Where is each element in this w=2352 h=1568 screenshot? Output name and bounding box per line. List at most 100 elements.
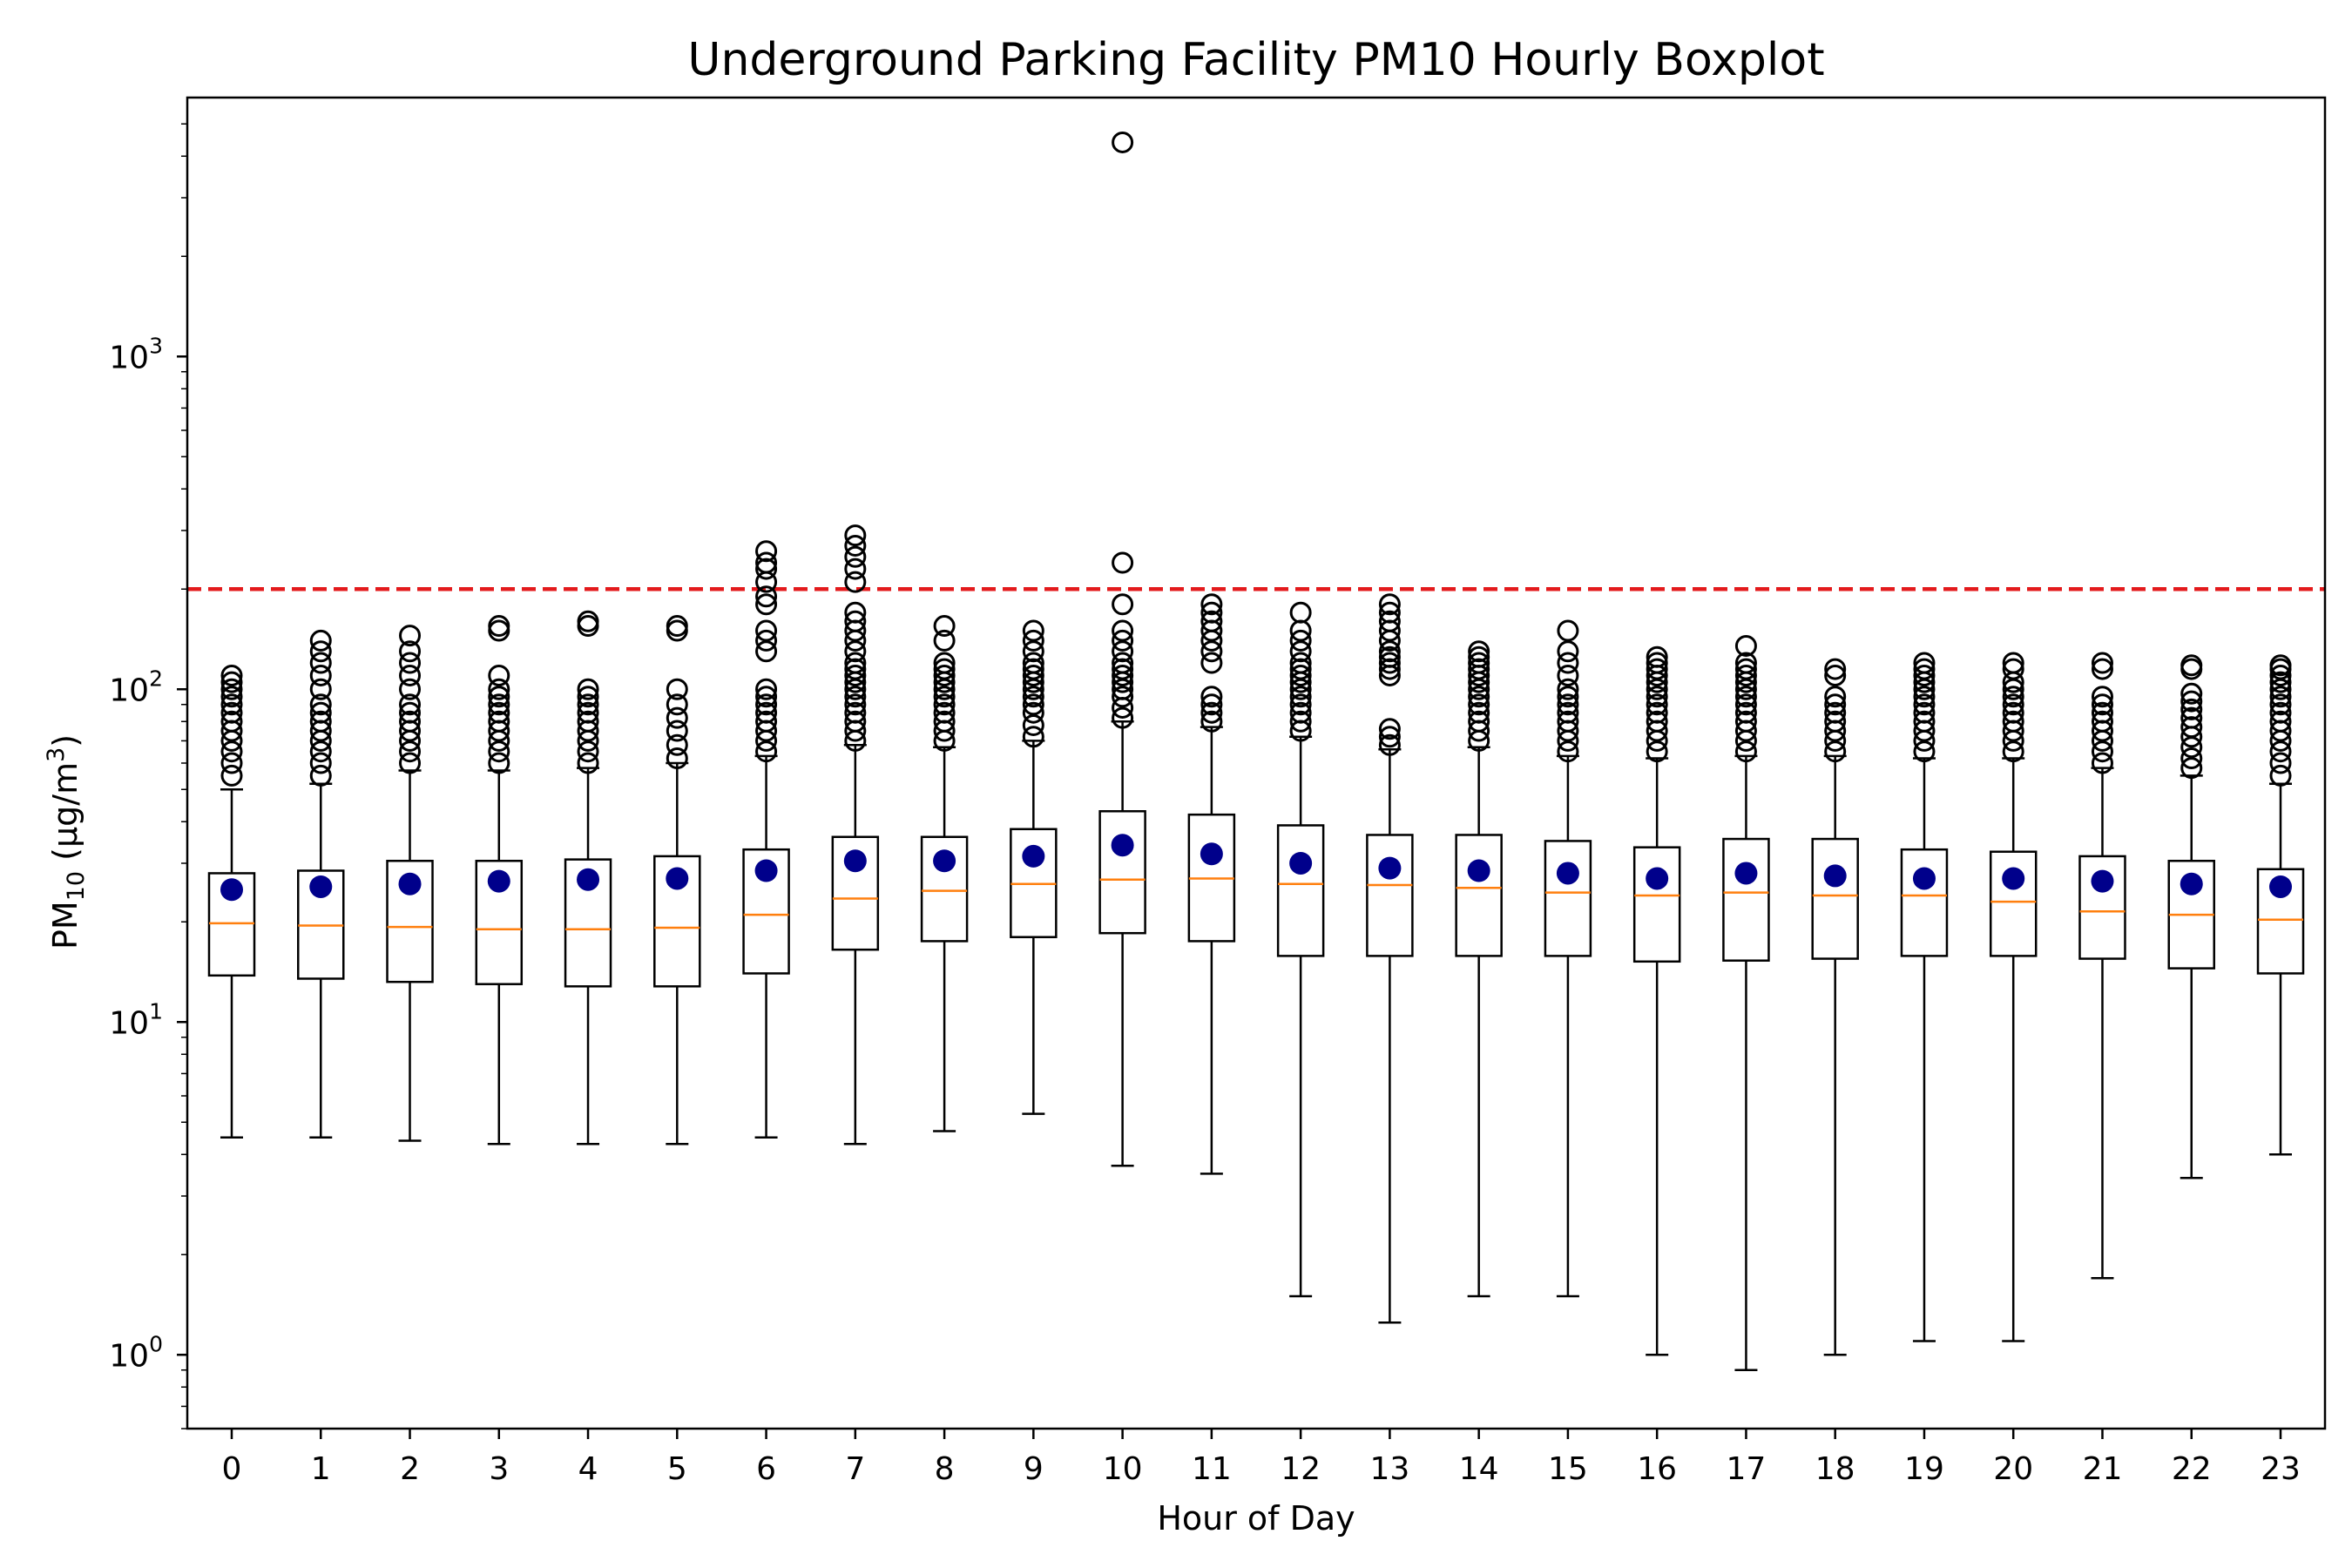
outlier-point — [399, 693, 422, 716]
x-tick-label: 19 — [1904, 1451, 1944, 1487]
box-iqr — [1455, 834, 1503, 957]
outlier-point — [1646, 658, 1668, 680]
outlier-point — [1022, 629, 1044, 652]
outlier-point — [1200, 601, 1223, 624]
outlier-point — [1557, 693, 1579, 716]
outlier-point — [1557, 652, 1579, 674]
outlier-point — [1378, 640, 1401, 663]
outlier-point — [1378, 593, 1401, 616]
outlier-point — [1646, 710, 1668, 733]
outlier-point — [1646, 686, 1668, 708]
outlier-point — [2180, 716, 2203, 739]
outlier-point — [844, 640, 867, 663]
outlier-point — [844, 701, 867, 724]
outlier-point — [220, 710, 243, 733]
outlier-point — [2091, 693, 2113, 716]
mean-marker — [843, 849, 867, 873]
outlier-point — [1378, 645, 1401, 668]
outlier-point — [666, 747, 688, 770]
outlier-point — [1378, 733, 1401, 756]
outlier-point — [1734, 652, 1757, 674]
x-tick-label: 11 — [1192, 1451, 1232, 1487]
y-axis-label-base: PM — [46, 901, 84, 950]
outlier-point — [755, 740, 778, 763]
outlier-point — [755, 701, 778, 724]
mean-marker — [1467, 859, 1490, 882]
outlier-point — [1646, 701, 1668, 724]
outlier-point — [1468, 645, 1490, 668]
outlier-point — [1378, 610, 1401, 632]
x-tick-label: 14 — [1459, 1451, 1499, 1487]
box-iqr — [1900, 848, 1949, 957]
outlier-point — [1378, 652, 1401, 674]
y-tick-label-exponent: 2 — [149, 666, 163, 691]
outlier-point — [577, 701, 599, 724]
outlier-point — [220, 693, 243, 716]
outlier-point — [488, 678, 510, 700]
outlier-point — [309, 740, 332, 763]
outlier-point — [577, 686, 599, 708]
outlier-point — [933, 664, 956, 686]
outlier-point — [2180, 706, 2203, 729]
outlier-point — [1646, 740, 1668, 763]
outlier-point — [1289, 601, 1312, 624]
outlier-point — [220, 671, 243, 693]
x-tick-label: 3 — [489, 1451, 509, 1487]
y-tick-label: 103 — [109, 333, 163, 375]
box-iqr — [1276, 824, 1325, 957]
outlier-point — [2180, 757, 2203, 780]
y-axis-label-close: ) — [46, 734, 84, 747]
outlier-point — [220, 678, 243, 700]
outlier-point — [1022, 658, 1044, 680]
outlier-point — [1824, 701, 1847, 724]
outlier-point — [1913, 693, 1936, 716]
outlier-point — [1022, 693, 1044, 716]
outlier-point — [577, 740, 599, 763]
box-iqr — [1366, 834, 1414, 957]
outlier-point — [1646, 693, 1668, 716]
outlier-point — [2269, 701, 2292, 724]
outlier-point — [2269, 664, 2292, 686]
y-tick-label-base: 10 — [109, 340, 149, 375]
outlier-point — [1112, 619, 1134, 642]
outlier-point — [844, 652, 867, 674]
outlier-point — [1913, 652, 1936, 674]
outlier-point — [1734, 686, 1757, 708]
mean-marker — [1912, 867, 1936, 890]
outlier-point — [1824, 710, 1847, 733]
outlier-point — [1112, 658, 1134, 680]
outlier-point — [2180, 698, 2203, 720]
outlier-point — [755, 558, 778, 580]
outlier-point — [1378, 718, 1401, 740]
outlier-point — [577, 693, 599, 716]
outlier-point — [844, 686, 867, 708]
outlier-point — [1468, 686, 1490, 708]
mean-marker — [1022, 844, 1045, 868]
outlier-point — [488, 740, 510, 763]
outlier-point — [2002, 701, 2024, 724]
outlier-point — [933, 629, 956, 652]
outlier-point — [844, 610, 867, 632]
outlier-point — [2002, 693, 2024, 716]
mean-marker — [1289, 851, 1313, 875]
outlier-point — [1734, 701, 1757, 724]
box-iqr — [1722, 837, 1770, 962]
outlier-point — [309, 640, 332, 663]
chart-title: Underground Parking Facility PM10 Hourly… — [687, 34, 1824, 86]
outlier-point — [399, 740, 422, 763]
outlier-point — [488, 693, 510, 716]
x-tick-label: 0 — [222, 1451, 242, 1487]
outlier-point — [577, 678, 599, 700]
outlier-point — [1468, 693, 1490, 716]
outlier-point — [2091, 710, 2113, 733]
outlier-point — [844, 693, 867, 716]
outlier-point — [1734, 634, 1757, 657]
outlier-point — [1468, 701, 1490, 724]
outlier-point — [577, 710, 599, 733]
x-tick-label: 4 — [578, 1451, 598, 1487]
outlier-point — [309, 629, 332, 652]
x-tick-label: 8 — [935, 1451, 955, 1487]
outlier-point — [666, 706, 688, 729]
